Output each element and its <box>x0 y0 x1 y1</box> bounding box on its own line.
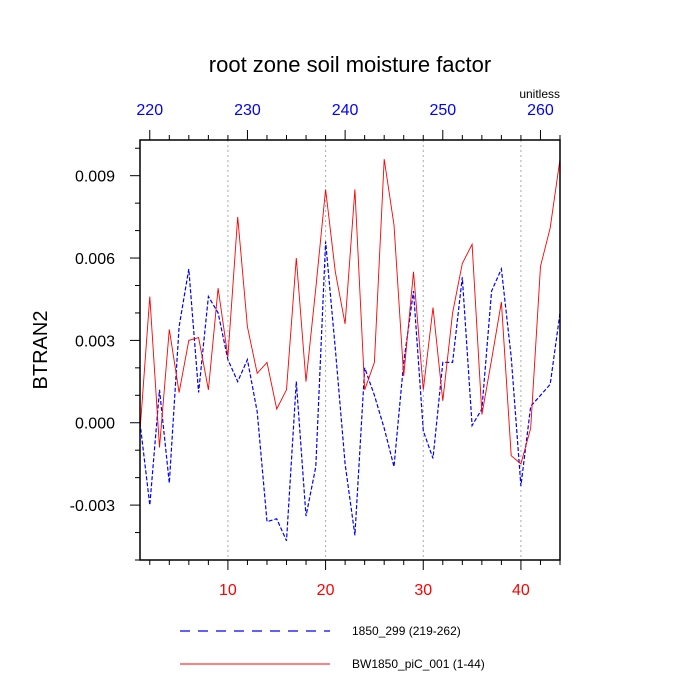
axis-labels: 10 20 30 40 220 230 240 250 260 -0.003 0.000 0.003 0… <box>70 102 554 599</box>
y-axis-label: BTRAN2 <box>30 311 52 390</box>
x-bottom-tick-label: 10 <box>219 582 237 599</box>
y-tick-label: 0.000 <box>75 416 115 433</box>
x-top-tick-label: 260 <box>527 102 554 119</box>
x-bottom-tick-label: 30 <box>414 582 432 599</box>
x-top-tick-label: 240 <box>332 102 359 119</box>
grid-lines <box>227 140 522 560</box>
x-bottom-tick-label: 40 <box>512 582 530 599</box>
plot-frame <box>139 139 561 561</box>
y-tick-label: 0.006 <box>75 251 115 268</box>
x-top-tick-label: 230 <box>234 102 261 119</box>
y-tick-label: 0.003 <box>75 333 115 350</box>
legend-label: BW1850_piC_001 (1-44) <box>352 657 485 671</box>
series-1850-299-line <box>139 241 561 542</box>
series-group <box>139 159 561 542</box>
axis-ticks <box>130 130 561 570</box>
series-bw1850-line <box>139 159 561 465</box>
legend: 1850_299 (219-262) BW1850_piC_001 (1-44) <box>180 624 485 671</box>
y-tick-label: 0.009 <box>75 169 115 186</box>
chart-title: root zone soil moisture factor <box>209 52 491 77</box>
units-label: unitless <box>519 87 560 101</box>
x-bottom-tick-label: 20 <box>317 582 335 599</box>
x-top-tick-label: 220 <box>136 102 163 119</box>
y-tick-label: -0.003 <box>70 498 115 515</box>
x-top-tick-label: 250 <box>429 102 456 119</box>
legend-label: 1850_299 (219-262) <box>352 624 461 638</box>
